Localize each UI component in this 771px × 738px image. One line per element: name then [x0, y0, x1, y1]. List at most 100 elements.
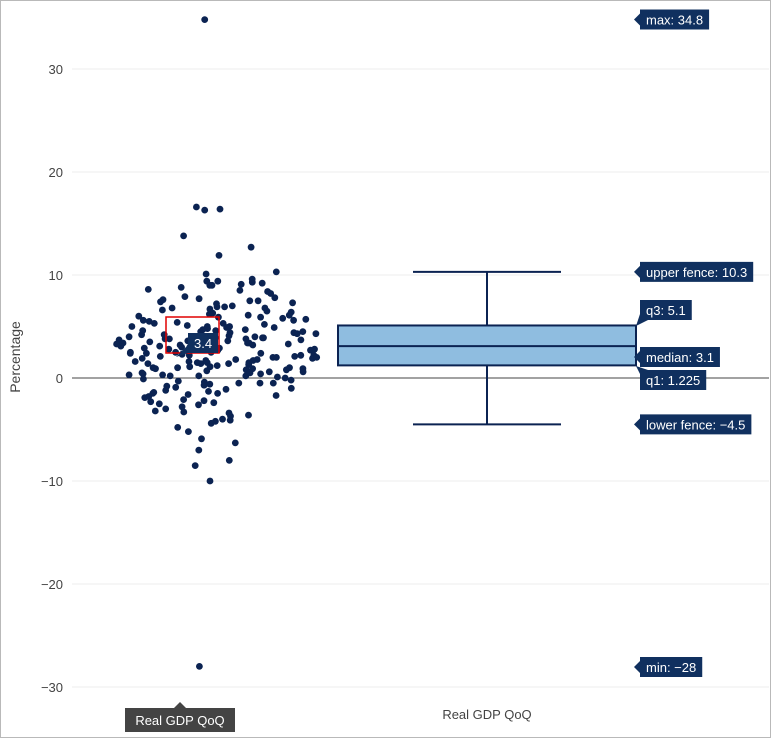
data-point[interactable] [156, 353, 164, 360]
data-point[interactable] [176, 341, 184, 349]
data-point[interactable] [231, 439, 239, 447]
data-point[interactable] [225, 457, 233, 464]
data-point[interactable] [311, 345, 318, 353]
data-point[interactable] [225, 360, 233, 367]
data-point[interactable] [162, 405, 170, 413]
data-point[interactable] [251, 333, 259, 341]
data-point[interactable] [138, 355, 146, 362]
data-point[interactable] [174, 424, 182, 431]
data-point[interactable] [279, 314, 287, 322]
data-point[interactable] [150, 320, 158, 327]
data-point[interactable] [228, 302, 236, 310]
data-point[interactable] [206, 477, 214, 485]
data-point[interactable] [195, 401, 202, 409]
data-point[interactable] [193, 203, 200, 211]
data-point[interactable] [159, 371, 167, 379]
data-point[interactable] [265, 368, 273, 376]
data-point[interactable] [180, 408, 188, 416]
data-point[interactable] [184, 391, 192, 398]
data-point[interactable] [143, 349, 150, 357]
data-point[interactable] [119, 339, 127, 347]
data-point[interactable] [219, 415, 226, 423]
data-point[interactable] [140, 344, 148, 352]
data-point[interactable] [291, 353, 299, 360]
data-point[interactable] [223, 324, 231, 331]
data-point[interactable] [144, 360, 152, 367]
data-point[interactable] [256, 379, 264, 387]
data-point[interactable] [241, 326, 249, 333]
data-point[interactable] [195, 372, 203, 380]
data-point[interactable] [155, 400, 163, 408]
data-point[interactable] [126, 349, 134, 357]
data-point[interactable] [180, 396, 188, 403]
data-point[interactable] [202, 270, 210, 278]
data-point[interactable] [146, 338, 154, 346]
data-point[interactable] [215, 252, 223, 259]
data-point[interactable] [165, 345, 173, 353]
data-point[interactable] [286, 364, 293, 372]
data-point[interactable] [180, 232, 188, 240]
data-point[interactable] [213, 303, 221, 311]
data-point[interactable] [281, 374, 289, 382]
data-point[interactable] [201, 206, 209, 214]
data-point[interactable] [245, 359, 253, 366]
data-point[interactable] [145, 318, 153, 325]
data-point[interactable] [174, 377, 182, 385]
data-point[interactable] [206, 305, 214, 313]
data-point[interactable] [145, 393, 153, 400]
data-point[interactable] [249, 341, 257, 349]
data-point[interactable] [195, 446, 203, 454]
data-point[interactable] [289, 299, 296, 307]
data-point[interactable] [214, 277, 222, 285]
data-point[interactable] [191, 462, 199, 469]
data-point[interactable] [212, 417, 219, 425]
data-point[interactable] [264, 288, 271, 295]
data-point[interactable] [166, 335, 173, 343]
data-point[interactable] [139, 316, 147, 324]
data-point[interactable] [206, 363, 214, 371]
data-point[interactable] [214, 390, 222, 397]
data-point[interactable] [131, 358, 139, 365]
data-point[interactable] [258, 279, 266, 287]
data-point[interactable] [183, 322, 191, 329]
data-point[interactable] [185, 358, 193, 365]
data-point[interactable] [128, 323, 136, 330]
data-point[interactable] [205, 388, 212, 395]
data-point[interactable] [287, 384, 295, 392]
data-point[interactable] [224, 337, 232, 345]
data-point[interactable] [270, 324, 278, 331]
data-point[interactable] [313, 354, 321, 361]
data-point[interactable] [290, 316, 297, 324]
data-point[interactable] [113, 340, 120, 348]
data-point[interactable] [139, 370, 147, 378]
data-point[interactable] [206, 380, 214, 388]
data-point[interactable] [261, 321, 268, 328]
data-point[interactable] [149, 364, 157, 372]
data-point[interactable] [290, 329, 298, 337]
data-points[interactable] [113, 16, 321, 670]
data-point[interactable] [150, 389, 158, 396]
data-point[interactable] [178, 403, 186, 411]
data-point[interactable] [227, 412, 234, 420]
data-point[interactable] [201, 16, 209, 23]
data-point[interactable] [274, 373, 281, 381]
data-point[interactable] [147, 398, 155, 406]
data-point[interactable] [172, 383, 180, 391]
data-point[interactable] [198, 435, 205, 443]
data-point[interactable] [272, 392, 280, 399]
data-point[interactable] [245, 411, 252, 419]
data-point[interactable] [135, 312, 143, 320]
data-point[interactable] [297, 336, 305, 344]
data-point[interactable] [284, 340, 292, 348]
data-point[interactable] [225, 332, 233, 340]
data-point[interactable] [260, 334, 267, 342]
data-point[interactable] [221, 303, 229, 311]
data-point[interactable] [237, 280, 245, 288]
data-point[interactable] [202, 357, 210, 364]
data-point[interactable] [138, 331, 146, 339]
data-point[interactable] [125, 333, 133, 341]
data-point[interactable] [246, 369, 254, 377]
data-point[interactable] [156, 342, 164, 350]
data-point[interactable] [166, 372, 174, 380]
data-point[interactable] [222, 385, 230, 393]
